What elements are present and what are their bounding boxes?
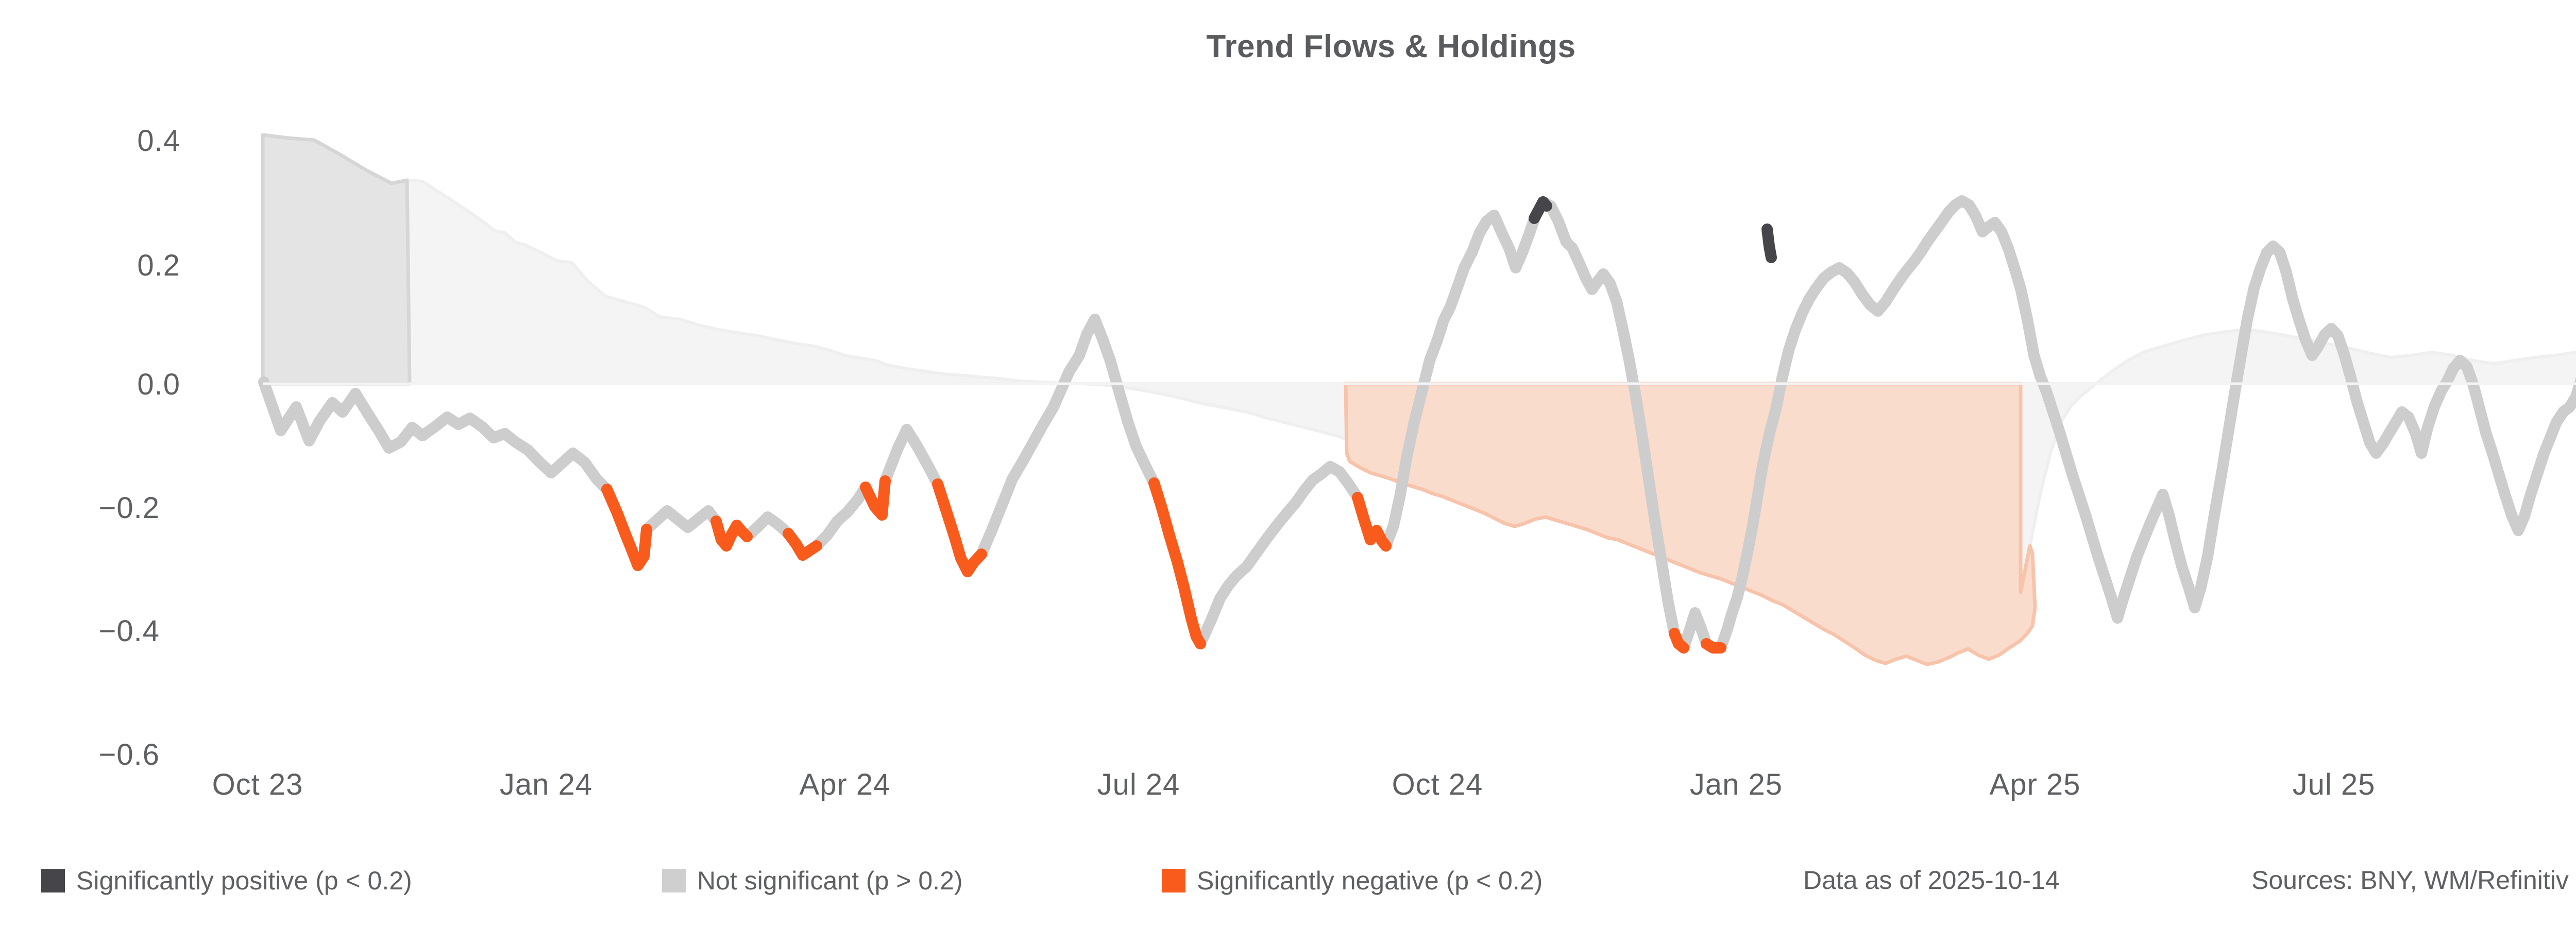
holdings-area-significant-positive (261, 133, 412, 386)
legend-swatch-icon-not-significant (662, 869, 686, 892)
ytick-label-0: 0.4 (137, 124, 180, 158)
xtick-label-7: Jul 25 (2292, 768, 2376, 801)
xtick-label-1: Jan 24 (499, 768, 593, 801)
legend-label-significant-positive: Significantly positive (p < 0.2) (76, 866, 412, 895)
ytick-label-1: 0.2 (137, 249, 180, 282)
ytick-label-3: −0.2 (98, 491, 160, 525)
holdings-area-significant-negative (1344, 382, 2037, 666)
xtick-label-2: Apr 24 (799, 768, 891, 801)
legend-item-significant-negative[interactable]: Significantly negative (p < 0.2) (1162, 863, 1543, 899)
sources-note: Sources: BNY, WM/Refinitiv (2251, 866, 2569, 895)
xtick-label-8: Oct 25 (2519, 767, 2576, 802)
xtick-label-0: Oct 23 (212, 768, 303, 801)
flows-line-significant-negative (601, 475, 1726, 654)
xtick-label-4: Oct 24 (1392, 768, 1483, 801)
legend-swatch-icon-significant-positive (41, 869, 65, 892)
ytick-label-4: −0.4 (98, 614, 160, 648)
ytick-label-5: −0.6 (98, 738, 160, 771)
legend-label-significant-negative: Significantly negative (p < 0.2) (1197, 866, 1543, 895)
chart-legend: Significantly positive (p < 0.2) Not sig… (0, 852, 2576, 909)
data-as-of-note: Data as of 2025-10-14 (1803, 866, 2060, 895)
flows-line-significant-positive (1529, 196, 1777, 263)
legend-label-not-significant: Not significant (p > 0.2) (697, 866, 963, 895)
chart-title: Trend Flows & Holdings (1206, 29, 1576, 64)
legend-item-not-significant[interactable]: Not significant (p > 0.2) (662, 863, 963, 899)
legend-item-significant-positive[interactable]: Significantly positive (p < 0.2) (41, 863, 412, 899)
ytick-label-2: 0.0 (137, 368, 180, 401)
legend-swatch-icon-significant-negative (1162, 869, 1185, 892)
xtick-label-3: Jul 24 (1097, 768, 1180, 801)
xtick-label-6: Apr 25 (1989, 768, 2081, 801)
xtick-label-5: Jan 25 (1689, 768, 1783, 801)
